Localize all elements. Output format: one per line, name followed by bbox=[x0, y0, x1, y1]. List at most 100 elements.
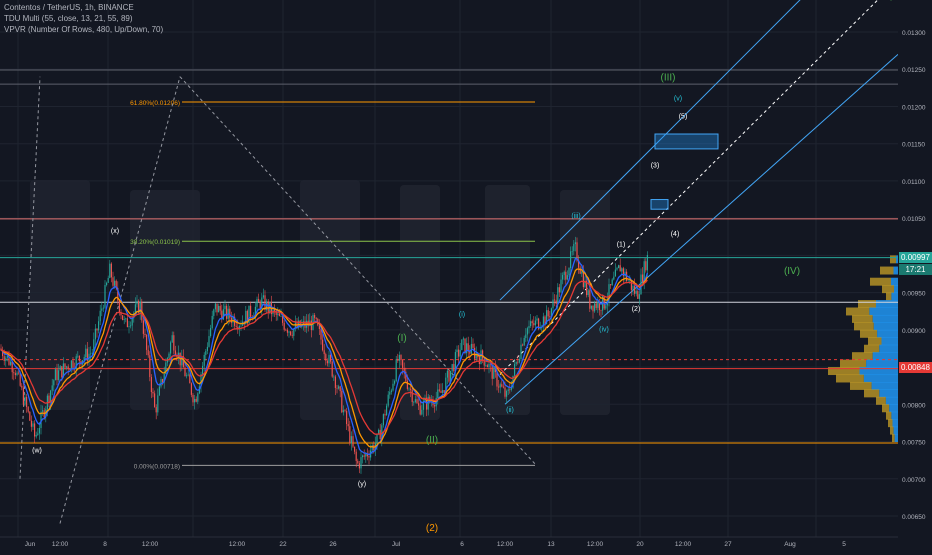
candle-body bbox=[570, 251, 572, 269]
candle-body bbox=[534, 320, 536, 326]
candle-body bbox=[200, 374, 202, 387]
wave-label: (2) bbox=[426, 523, 438, 534]
candle-body bbox=[443, 390, 445, 393]
candle-body bbox=[293, 328, 295, 336]
candle-body bbox=[442, 390, 444, 393]
last-price-tag: 0.00997 bbox=[899, 252, 932, 263]
candle-body bbox=[5, 357, 7, 361]
candle-body bbox=[602, 296, 604, 311]
candle-body bbox=[360, 457, 362, 469]
vp-bar-down bbox=[840, 359, 867, 368]
candle-body bbox=[397, 359, 399, 361]
candle-body bbox=[291, 334, 293, 336]
candle-body bbox=[146, 335, 148, 350]
time-axis-tick: 5 bbox=[842, 541, 846, 548]
candle-body bbox=[224, 305, 226, 310]
candle-body bbox=[75, 356, 77, 370]
wave-label: (III) bbox=[661, 72, 676, 83]
price-axis-tick: 0.01250 bbox=[902, 67, 926, 74]
candle-body bbox=[214, 303, 216, 310]
candle-body bbox=[384, 414, 386, 416]
vp-bar-up bbox=[891, 411, 898, 420]
candle-body bbox=[205, 350, 207, 355]
candle-body bbox=[32, 423, 34, 427]
symbol-title[interactable]: Contentos / TetherUS, 1h, BINANCE bbox=[4, 3, 134, 12]
candle-body bbox=[627, 280, 629, 282]
candle-body bbox=[237, 326, 239, 330]
ema-line bbox=[0, 257, 649, 456]
candle-body bbox=[610, 284, 612, 286]
candle-body bbox=[608, 284, 610, 300]
candle-body bbox=[498, 386, 500, 388]
candle-body bbox=[106, 282, 108, 285]
indicator-tdu-multi[interactable]: TDU Multi (55, close, 13, 21, 55, 89) bbox=[4, 14, 133, 23]
candle-body bbox=[110, 263, 112, 278]
candle-body bbox=[126, 318, 128, 328]
candle-body bbox=[101, 308, 103, 311]
candle-body bbox=[475, 353, 477, 359]
candle-body bbox=[134, 304, 136, 314]
candle-body bbox=[53, 380, 55, 386]
candle-body bbox=[62, 363, 64, 378]
vp-bar-down bbox=[860, 329, 878, 338]
candle-body bbox=[594, 303, 596, 312]
candle-body bbox=[189, 374, 191, 384]
candle-body bbox=[344, 410, 346, 411]
candle-body bbox=[600, 310, 602, 311]
candle-body bbox=[422, 401, 424, 410]
candle-body bbox=[464, 338, 466, 354]
candle-body bbox=[320, 329, 322, 340]
vp-bar-up bbox=[877, 329, 898, 338]
candle-body bbox=[160, 379, 162, 387]
indicator-vpvr[interactable]: VPVR (Number Of Rows, 480, Up/Down, 70) bbox=[4, 25, 164, 34]
candle-body bbox=[210, 328, 212, 337]
candle-body bbox=[597, 301, 599, 308]
candle-body bbox=[94, 328, 96, 340]
candle-body bbox=[630, 280, 632, 290]
candle-body bbox=[238, 326, 240, 330]
vp-bar-down bbox=[852, 352, 873, 361]
candle-body bbox=[605, 305, 607, 309]
vp-bar-up bbox=[881, 337, 898, 346]
candle-body bbox=[352, 436, 354, 447]
candle-body bbox=[286, 329, 288, 333]
candle-body bbox=[576, 242, 578, 261]
vp-bar-up bbox=[891, 277, 898, 286]
candle-body bbox=[114, 280, 116, 286]
candle-body bbox=[413, 401, 415, 403]
candle-body bbox=[154, 393, 156, 408]
candle-body bbox=[109, 263, 111, 279]
candle-body bbox=[147, 349, 149, 356]
time-axis-tick: 12:00 bbox=[142, 541, 159, 548]
fib-level-label: 38.20%(0.01019) bbox=[130, 239, 180, 246]
candle-body bbox=[187, 374, 189, 376]
candle-body bbox=[496, 372, 498, 387]
candle-body bbox=[501, 384, 503, 387]
candle-body bbox=[461, 339, 463, 351]
candle-body bbox=[470, 343, 472, 354]
candle-body bbox=[366, 453, 368, 457]
candle-body bbox=[235, 325, 237, 327]
candle-body bbox=[131, 317, 133, 326]
fib-level-label: 61.80%(0.01206) bbox=[130, 100, 180, 107]
candle-body bbox=[323, 350, 325, 355]
candle-body bbox=[538, 318, 540, 329]
candle-body bbox=[365, 453, 367, 457]
time-axis-tick: 22 bbox=[279, 541, 287, 548]
candle-body bbox=[162, 379, 164, 383]
candle-body bbox=[418, 403, 420, 406]
candle-body bbox=[26, 396, 28, 408]
candle-body bbox=[552, 299, 554, 309]
candle-body bbox=[349, 426, 351, 444]
vp-bar-down bbox=[886, 411, 892, 420]
candle-body bbox=[246, 310, 248, 324]
candle-body bbox=[56, 369, 58, 380]
candle-body bbox=[362, 455, 364, 458]
candle-body bbox=[546, 310, 548, 325]
price-axis-tick: 0.01050 bbox=[902, 216, 926, 223]
candle-body bbox=[211, 315, 213, 329]
candle-body bbox=[406, 380, 408, 389]
